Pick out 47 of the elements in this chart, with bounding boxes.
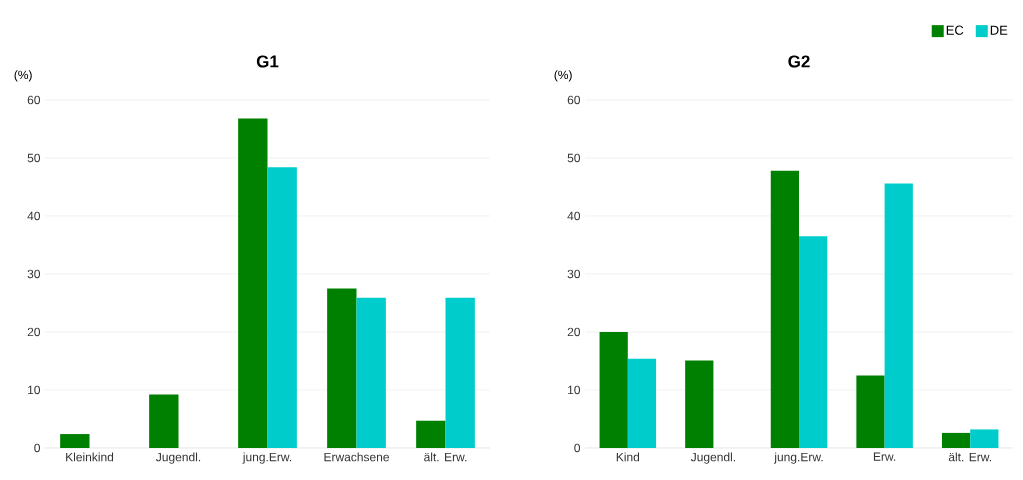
y-axis-title: (%): [554, 70, 572, 82]
y-tick-label: 40: [27, 211, 41, 221]
bar: [941, 432, 971, 448]
x-tick-label: ält. Erw.: [948, 452, 992, 462]
legend-label: DE: [990, 25, 1008, 35]
bar: [356, 297, 386, 448]
x-tick-label: Erwachsene: [324, 452, 389, 462]
y-tick-label: 60: [27, 95, 41, 105]
bar: [327, 288, 357, 448]
bar: [685, 360, 714, 448]
chart-title: G1: [256, 55, 279, 68]
y-tick-label: 30: [567, 269, 581, 279]
bar: [627, 358, 657, 448]
x-tick-label: Jugendl.: [690, 452, 735, 464]
x-tick-label: ält. Erw.: [424, 452, 467, 462]
bar: [856, 375, 885, 448]
bar: [149, 394, 179, 448]
y-tick-label: 50: [27, 153, 41, 163]
y-tick-label: 30: [27, 269, 41, 279]
bar: [599, 331, 628, 448]
bar: [970, 429, 999, 448]
x-tick-label: jung.Erw.: [242, 452, 292, 464]
bar: [770, 170, 800, 448]
y-tick-label: 0: [574, 443, 581, 453]
x-tick-label: jung.Erw.: [774, 452, 823, 464]
bar: [60, 434, 90, 448]
y-tick-label: 20: [27, 327, 41, 337]
bar: [884, 183, 913, 448]
y-tick-label: 40: [567, 211, 581, 221]
y-tick-label: 10: [28, 385, 41, 395]
bar: [238, 118, 268, 448]
legend-label: EC: [946, 25, 964, 35]
x-tick-label: Erw.: [873, 452, 896, 461]
y-tick-label: 50: [567, 153, 581, 163]
x-tick-label: Jugendl.: [156, 452, 201, 464]
y-tick-label: 10: [568, 385, 581, 395]
bar: [267, 167, 297, 448]
y-tick-label: 60: [567, 95, 581, 105]
bar: [416, 420, 446, 448]
x-tick-label: Kleinkind: [66, 452, 114, 462]
x-tick-label: Kind: [616, 452, 640, 462]
y-tick-label: 20: [567, 327, 581, 337]
chart-title: G2: [788, 55, 810, 68]
bar: [799, 236, 828, 448]
y-axis-title: (%): [14, 70, 32, 82]
y-tick-label: 0: [34, 443, 41, 453]
bar: [445, 297, 475, 448]
